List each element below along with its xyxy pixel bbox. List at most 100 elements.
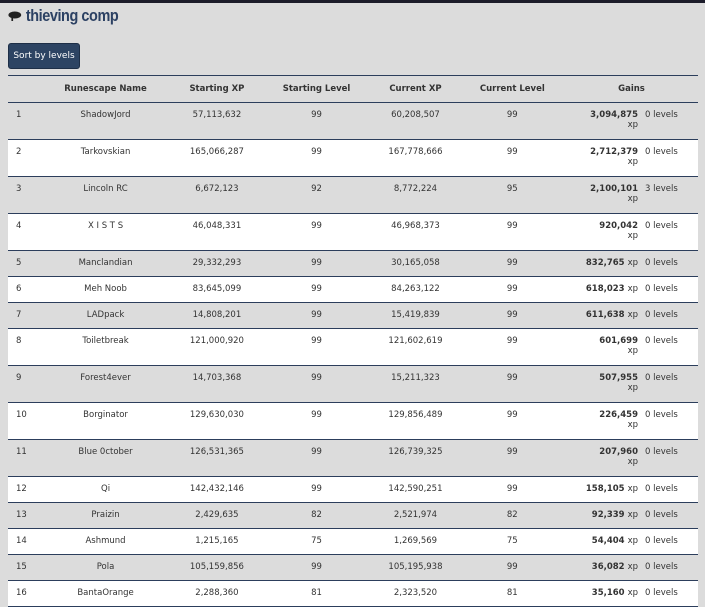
cell-gains-xp: 92,339 xp — [565, 502, 644, 529]
gains-xp-value: 36,082 — [591, 562, 625, 572]
col-rank — [8, 75, 39, 103]
cell-name: ShadowJord — [39, 102, 173, 140]
gains-xp-unit: xp — [627, 120, 638, 130]
cell-name: Toiletbreak — [39, 328, 173, 366]
gains-xp-unit: xp — [627, 194, 638, 204]
table-row: 13 Praizin 2,429,635 82 2,521,974 82 92,339 xp… — [8, 502, 698, 529]
col-current-level[interactable]: Current Level — [459, 75, 565, 103]
cell-name: Blue 0ctober — [39, 439, 173, 477]
col-current-xp[interactable]: Current XP — [371, 75, 460, 103]
table-row: 5 Manclandian 29,332,293 99 30,165,058 99 832,… — [8, 250, 698, 277]
cell-rank: 3 — [8, 176, 39, 214]
cell-gains-levels: 0 levels — [644, 250, 698, 277]
cell-name: Praizin — [39, 502, 173, 529]
cell-rank: 16 — [8, 580, 39, 607]
cell-gains-xp: 36,082 xp — [565, 554, 644, 581]
cell-current-xp: 1,269,569 — [371, 528, 460, 555]
cell-current-xp: 46,968,373 — [371, 213, 460, 251]
cell-gains-levels: 0 levels — [644, 554, 698, 581]
table-row: 10 Borginator 129,630,030 99 129,856,489 99 22… — [8, 402, 698, 440]
cell-starting-level: 99 — [261, 213, 372, 251]
cell-gains-xp: 35,160 xp — [565, 580, 644, 607]
cell-starting-xp: 14,808,201 — [172, 302, 262, 329]
cell-gains-levels: 0 levels — [644, 139, 698, 177]
cell-name: Qi — [39, 476, 173, 503]
cell-name: Meh Noob — [39, 276, 173, 303]
cell-rank: 9 — [8, 365, 39, 403]
cell-gains-levels: 0 levels — [644, 580, 698, 607]
gains-xp-value: 507,955 — [599, 373, 638, 383]
cell-rank: 6 — [8, 276, 39, 303]
sort-by-levels-button[interactable]: Sort by levels — [8, 43, 80, 69]
cell-starting-level: 99 — [261, 250, 372, 277]
cell-starting-level: 92 — [261, 176, 372, 214]
gains-xp-unit: xp — [627, 484, 638, 494]
table-row: 11 Blue 0ctober 126,531,365 99 126,739,325 99… — [8, 439, 698, 477]
leaderboard-table: Runescape Name Starting XP Starting Leve… — [8, 75, 698, 607]
cell-rank: 15 — [8, 554, 39, 581]
cell-starting-xp: 29,332,293 — [172, 250, 262, 277]
gains-xp-unit: xp — [627, 383, 638, 393]
gains-xp-value: 35,160 — [591, 588, 625, 598]
col-gains[interactable]: Gains — [565, 75, 698, 103]
cell-starting-xp: 14,703,368 — [172, 365, 262, 403]
gains-xp-unit: xp — [627, 284, 638, 294]
cell-starting-xp: 121,000,920 — [172, 328, 262, 366]
cell-name: Ashmund — [39, 528, 173, 555]
cell-starting-xp: 1,215,165 — [172, 528, 262, 555]
cell-gains-xp: 2,100,101 xp — [565, 176, 644, 214]
cell-starting-level: 75 — [261, 528, 372, 555]
cell-current-xp: 8,772,224 — [371, 176, 460, 214]
cell-gains-xp: 207,960 xp — [565, 439, 644, 477]
cell-starting-level: 82 — [261, 502, 372, 529]
cell-gains-xp: 618,023 xp — [565, 276, 644, 303]
cell-current-xp: 105,195,938 — [371, 554, 460, 581]
cell-name: LADpack — [39, 302, 173, 329]
cell-starting-xp: 57,113,632 — [172, 102, 262, 140]
cell-name: Manclandian — [39, 250, 173, 277]
cell-gains-xp: 507,955 xp — [565, 365, 644, 403]
cell-starting-xp: 165,066,287 — [172, 139, 262, 177]
cell-rank: 13 — [8, 502, 39, 529]
gains-xp-unit: xp — [627, 588, 638, 598]
gains-xp-unit: xp — [627, 420, 638, 430]
table-row: 6 Meh Noob 83,645,099 99 84,263,122 99 618,023… — [8, 276, 698, 303]
cell-current-level: 99 — [459, 476, 565, 503]
gains-xp-value: 54,404 — [591, 536, 625, 546]
cell-rank: 2 — [8, 139, 39, 177]
cell-starting-level: 99 — [261, 328, 372, 366]
cell-starting-level: 99 — [261, 439, 372, 477]
table-row: 8 Toiletbreak 121,000,920 99 121,602,619 99 60… — [8, 328, 698, 366]
cell-starting-xp: 142,432,146 — [172, 476, 262, 503]
cell-gains-xp: 601,699 xp — [565, 328, 644, 366]
col-starting-level[interactable]: Starting Level — [261, 75, 372, 103]
cell-gains-levels: 0 levels — [644, 102, 698, 140]
col-name[interactable]: Runescape Name — [39, 75, 173, 103]
cell-gains-xp: 611,638 xp — [565, 302, 644, 329]
col-starting-xp[interactable]: Starting XP — [172, 75, 262, 103]
gains-xp-value: 920,042 — [599, 221, 638, 231]
cell-rank: 5 — [8, 250, 39, 277]
cell-starting-level: 99 — [261, 139, 372, 177]
cell-current-xp: 2,521,974 — [371, 502, 460, 529]
cell-starting-level: 99 — [261, 476, 372, 503]
gains-xp-value: 3,094,875 — [590, 110, 638, 120]
cell-gains-levels: 0 levels — [644, 476, 698, 503]
cell-current-level: 75 — [459, 528, 565, 555]
gains-xp-value: 226,459 — [599, 410, 638, 420]
cell-starting-level: 99 — [261, 365, 372, 403]
cell-starting-xp: 129,630,030 — [172, 402, 262, 440]
gains-xp-unit: xp — [627, 258, 638, 268]
cell-gains-levels: 0 levels — [644, 528, 698, 555]
cell-starting-xp: 83,645,099 — [172, 276, 262, 303]
cell-starting-level: 99 — [261, 554, 372, 581]
gains-xp-value: 2,712,379 — [590, 147, 638, 157]
gains-xp-value: 832,765 — [585, 258, 625, 268]
cell-current-level: 99 — [459, 439, 565, 477]
cell-current-level: 99 — [459, 554, 565, 581]
cell-current-level: 99 — [459, 365, 565, 403]
cell-current-level: 99 — [459, 102, 565, 140]
gains-xp-value: 601,699 — [599, 336, 638, 346]
cell-current-level: 99 — [459, 276, 565, 303]
